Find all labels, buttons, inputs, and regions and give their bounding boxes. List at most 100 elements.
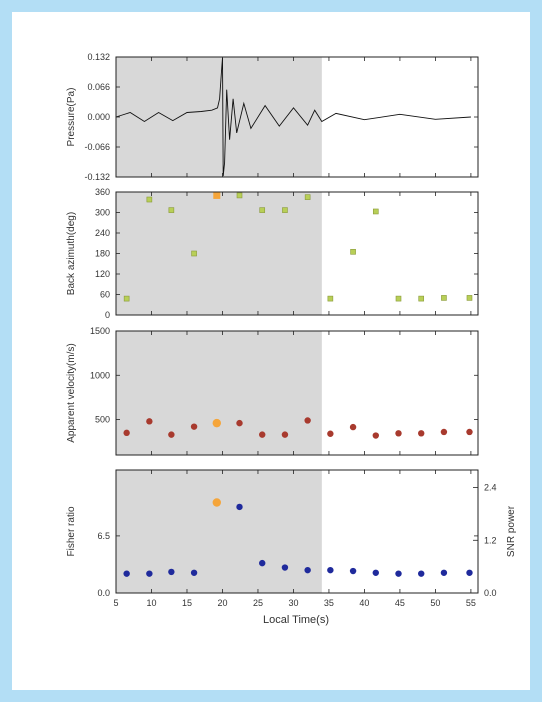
y-tick-label: 0.000 <box>87 112 110 122</box>
y-axis-label: Back azimuth(deg) <box>66 212 77 295</box>
data-point-15 <box>466 428 473 436</box>
panel-apparent-velocity: 500 1000 1500 Apparent velocity(m/s) <box>66 326 479 456</box>
data-point-5 <box>236 192 243 199</box>
data-point-3 <box>190 569 198 576</box>
x-axis-label: Local Time(s) <box>263 614 329 626</box>
y-tick-label: 0 <box>105 310 110 320</box>
y-tick-label: 180 <box>95 249 110 259</box>
data-point-14 <box>441 295 447 301</box>
shaded-region <box>116 57 322 177</box>
data-point-8 <box>304 194 311 200</box>
x-tick-label: 45 <box>395 598 405 608</box>
data-point-9 <box>327 295 334 302</box>
data-point-11 <box>372 569 379 576</box>
y-tick-label: 0.066 <box>87 82 110 92</box>
data-point-10 <box>349 423 357 431</box>
data-point-13 <box>418 295 425 302</box>
x-tick-label: 20 <box>217 598 227 608</box>
y-axis-label: Pressure(Pa) <box>66 88 77 147</box>
y-tick-right-label: 1.2 <box>484 535 497 545</box>
x-axis: 5 10 15 20 25 30 35 40 45 50 55 <box>113 598 475 608</box>
data-point-7 <box>282 207 288 213</box>
data-point-10 <box>349 567 357 575</box>
data-point-15 <box>466 295 473 301</box>
data-point-11 <box>372 432 379 439</box>
data-point-2 <box>168 431 175 438</box>
data-point-0 <box>123 429 130 437</box>
pressure-waveform <box>115 57 471 177</box>
data-point-12 <box>395 430 402 437</box>
y-axis-label-right: SNR power <box>506 505 517 557</box>
data-point-3 <box>190 423 198 430</box>
x-tick-label: 15 <box>182 598 192 608</box>
x-tick-label: 25 <box>253 598 263 608</box>
data-point-6 <box>259 431 266 438</box>
data-point-9 <box>327 566 334 574</box>
x-tick-label: 35 <box>324 598 334 608</box>
data-point-14 <box>440 569 448 576</box>
data-point-12 <box>395 295 402 302</box>
data-point-12 <box>395 570 402 577</box>
data-point-5 <box>236 503 243 511</box>
y-tick-right-label: 0.0 <box>484 588 497 598</box>
data-point-13 <box>418 570 425 577</box>
data-point-1 <box>146 570 153 577</box>
data-point-9 <box>327 430 334 437</box>
panel-back-azimuth: 0 60 120 180 240 300 360 Back azimuth(deg) <box>66 187 479 320</box>
y-tick-label: 60 <box>100 290 110 300</box>
x-tick-label: 55 <box>466 598 476 608</box>
data-point-5 <box>236 419 243 427</box>
y-axis-label: Apparent velocity(m/s) <box>66 343 77 442</box>
y-tick-label: 360 <box>95 187 110 197</box>
y-tick-label: -0.066 <box>84 142 110 152</box>
panel-frame <box>115 191 479 316</box>
y-tick-label: 300 <box>95 208 110 218</box>
y-tick-label: 1000 <box>90 370 110 380</box>
data-point-11 <box>372 208 379 215</box>
data-point-13 <box>418 430 425 437</box>
data-point-2 <box>168 207 175 213</box>
x-tick-label: 40 <box>359 598 369 608</box>
y-tick-label: -0.132 <box>84 172 110 182</box>
data-point-7 <box>281 564 289 571</box>
panel-pressure: 0.132 0.066 0.000 -0.066 -0.132 Pressure(Pa) <box>66 52 479 182</box>
y-tick-label: 1500 <box>90 326 110 336</box>
panels: 0.1320.0660.000-0.066-0.132Pressure(Pa)0… <box>66 52 517 608</box>
shaded-region <box>116 192 322 315</box>
data-point-6 <box>259 559 266 567</box>
data-point-14 <box>440 428 448 436</box>
y-axis-label: Fisher ratio <box>66 506 77 556</box>
panel-frame <box>115 56 479 178</box>
y-tick-label: 500 <box>95 415 110 425</box>
data-point-2 <box>168 568 175 576</box>
x-tick-label: 50 <box>430 598 440 608</box>
data-point-1 <box>146 418 153 425</box>
data-point-1 <box>146 196 153 203</box>
x-tick-label: 30 <box>288 598 298 608</box>
y-tick-label: 6.5 <box>97 531 110 541</box>
y-tick-label: 0.0 <box>97 588 110 598</box>
y-tick-label: 0.132 <box>87 52 110 62</box>
panel-frame <box>115 330 479 456</box>
y-tick-label: 120 <box>95 269 110 279</box>
panel-fisher-ratio: 0.0 6.5 0.0 1.2 2.4 SNR power Fisher ratio <box>66 469 517 598</box>
data-point-8 <box>304 417 311 424</box>
data-point-10 <box>350 248 356 255</box>
x-tick-label: 10 <box>146 598 156 608</box>
y-tick-right-label: 2.4 <box>484 483 497 493</box>
data-point-8 <box>304 566 311 574</box>
data-point-0 <box>123 570 130 577</box>
data-point-0 <box>123 295 130 302</box>
y-tick-label: 240 <box>95 228 110 238</box>
data-point-3 <box>191 250 197 257</box>
panel-frame <box>115 469 479 594</box>
data-point-4 <box>213 191 221 199</box>
data-point-15 <box>466 569 473 576</box>
data-point-7 <box>281 431 289 438</box>
data-point-4 <box>212 498 221 507</box>
x-tick-label: 5 <box>113 598 118 608</box>
shaded-region <box>116 331 322 455</box>
data-point-4 <box>212 418 221 428</box>
